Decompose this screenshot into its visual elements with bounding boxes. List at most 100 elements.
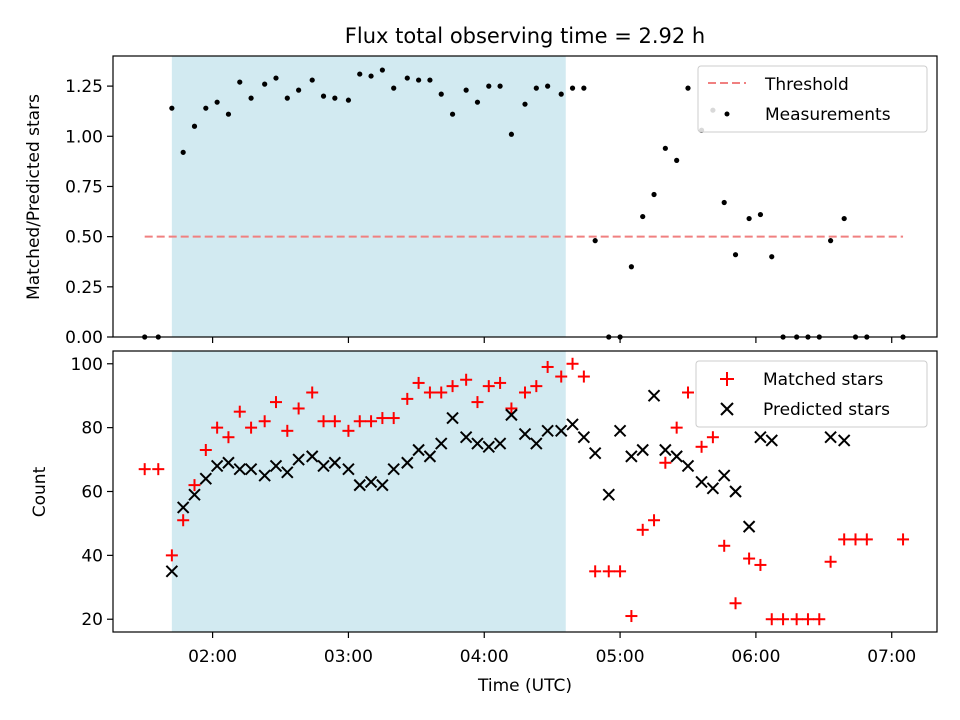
predicted-star-marker <box>718 469 731 482</box>
bottom-y-tick-label: 60 <box>81 483 103 503</box>
predicted-star-marker <box>659 443 672 457</box>
matched-star-marker <box>681 386 694 399</box>
measurement-point <box>248 95 254 101</box>
predicted-star-marker <box>423 450 437 463</box>
matched-star-marker <box>233 405 246 418</box>
bottom-x-tick-label: 07:00 <box>867 647 916 667</box>
threshold-legend-label: Threshold <box>764 75 849 95</box>
predicted-star-marker <box>412 443 425 457</box>
measurement-point <box>449 111 456 117</box>
measurement-point <box>191 123 198 129</box>
predicted-legend-swatch <box>720 402 734 416</box>
predicted-star-marker <box>353 478 366 492</box>
matched-star-marker <box>258 415 271 428</box>
bottom-x-ticks: 02:00 03:00 04:00 05:00 06:00 07:00 <box>188 632 916 667</box>
predicted-star-marker <box>376 478 389 492</box>
matched-star-marker <box>353 415 366 428</box>
matched-star-marker <box>566 357 579 370</box>
measurements-legend-swatch <box>724 111 730 117</box>
measurement-point <box>391 85 397 91</box>
measurement-point <box>368 73 374 79</box>
matched-star-marker <box>813 613 826 626</box>
matched-star-marker <box>376 412 389 425</box>
measurement-point <box>769 254 775 260</box>
measurement-point <box>438 91 444 97</box>
predicted-legend-label: Predicted stars <box>763 400 890 420</box>
matched-star-marker <box>387 412 400 425</box>
matched-star-marker <box>743 552 756 565</box>
measurement-point <box>558 91 564 97</box>
predicted-star-marker <box>681 459 695 473</box>
measurement-point <box>685 85 691 91</box>
bottom-predicted-markers <box>165 389 851 578</box>
predicted-star-marker <box>482 440 495 454</box>
matched-star-marker <box>729 597 742 610</box>
matched-star-marker <box>801 613 814 626</box>
matched-star-marker <box>530 380 543 393</box>
bottom-y-ticks: 20 40 60 80 100 <box>71 355 113 630</box>
measurement-point <box>640 213 646 220</box>
matched-star-marker <box>849 533 862 546</box>
matched-star-marker <box>342 424 355 437</box>
predicted-star-marker <box>222 456 235 469</box>
bottom-x-tick-label: 04:00 <box>460 647 509 667</box>
top-legend: Threshold Measurements <box>697 65 928 133</box>
matched-star-marker <box>659 456 672 469</box>
matched-star-marker <box>423 386 436 399</box>
top-y-tick-label: 1.00 <box>65 127 103 147</box>
bottom-y-tick-label: 40 <box>81 546 103 566</box>
matched-star-marker <box>412 376 425 389</box>
predicted-star-marker <box>292 453 305 466</box>
bottom-legend: Matched stars Predicted stars <box>695 360 928 428</box>
measurement-point <box>486 83 492 89</box>
matched-star-marker <box>790 613 803 626</box>
matched-star-marker <box>838 533 851 546</box>
matched-star-marker <box>860 533 873 546</box>
matched-star-marker <box>446 380 459 393</box>
top-axes-frame <box>112 55 938 338</box>
predicted-star-marker <box>636 443 649 457</box>
predicted-star-marker <box>401 456 414 469</box>
predicted-star-marker <box>824 431 837 444</box>
matched-star-marker <box>602 565 615 578</box>
measurements-legend-label: Measurements <box>765 105 891 125</box>
predicted-star-marker <box>493 437 507 450</box>
predicted-star-marker <box>244 462 258 476</box>
predicted-star-marker <box>364 475 378 489</box>
measurement-point <box>841 215 847 222</box>
predicted-star-marker <box>555 424 568 438</box>
predicted-star-marker <box>435 437 448 450</box>
matched-star-marker <box>482 380 495 393</box>
matched-star-marker <box>471 396 484 409</box>
top-x-ticks <box>212 337 893 343</box>
measurement-point <box>522 101 528 107</box>
matched-star-marker <box>401 392 414 405</box>
matched-star-marker <box>365 415 378 428</box>
measurement-point <box>828 238 834 244</box>
matched-star-marker <box>165 549 178 562</box>
bottom-panel: 20 40 60 80 100 02:00 03:00 04:00 05:00 06:00 07:… <box>30 350 938 696</box>
bottom-shaded-region <box>171 351 566 632</box>
predicted-star-marker <box>647 389 661 402</box>
predicted-star-marker <box>199 472 213 485</box>
matched-star-marker <box>555 370 568 383</box>
measurement-point <box>592 238 598 244</box>
measurement-point <box>416 77 422 83</box>
matched-star-marker <box>614 565 627 578</box>
predicted-star-marker <box>541 424 554 438</box>
measurement-point <box>474 99 481 105</box>
matched-star-marker <box>494 376 507 389</box>
measurement-point <box>721 199 727 206</box>
bottom-x-tick-label: 03:00 <box>324 647 373 667</box>
matched-star-marker <box>897 533 910 546</box>
top-shaded-region <box>171 56 566 337</box>
matched-star-marker <box>754 558 767 571</box>
matched-star-marker <box>589 565 602 578</box>
top-y-tick-label: 0.00 <box>65 328 103 348</box>
matched-star-marker <box>177 514 190 527</box>
matched-star-marker <box>138 463 151 476</box>
predicted-star-marker <box>566 418 579 431</box>
predicted-star-marker <box>670 450 683 463</box>
predicted-star-marker <box>765 434 778 447</box>
predicted-star-marker <box>165 565 179 578</box>
